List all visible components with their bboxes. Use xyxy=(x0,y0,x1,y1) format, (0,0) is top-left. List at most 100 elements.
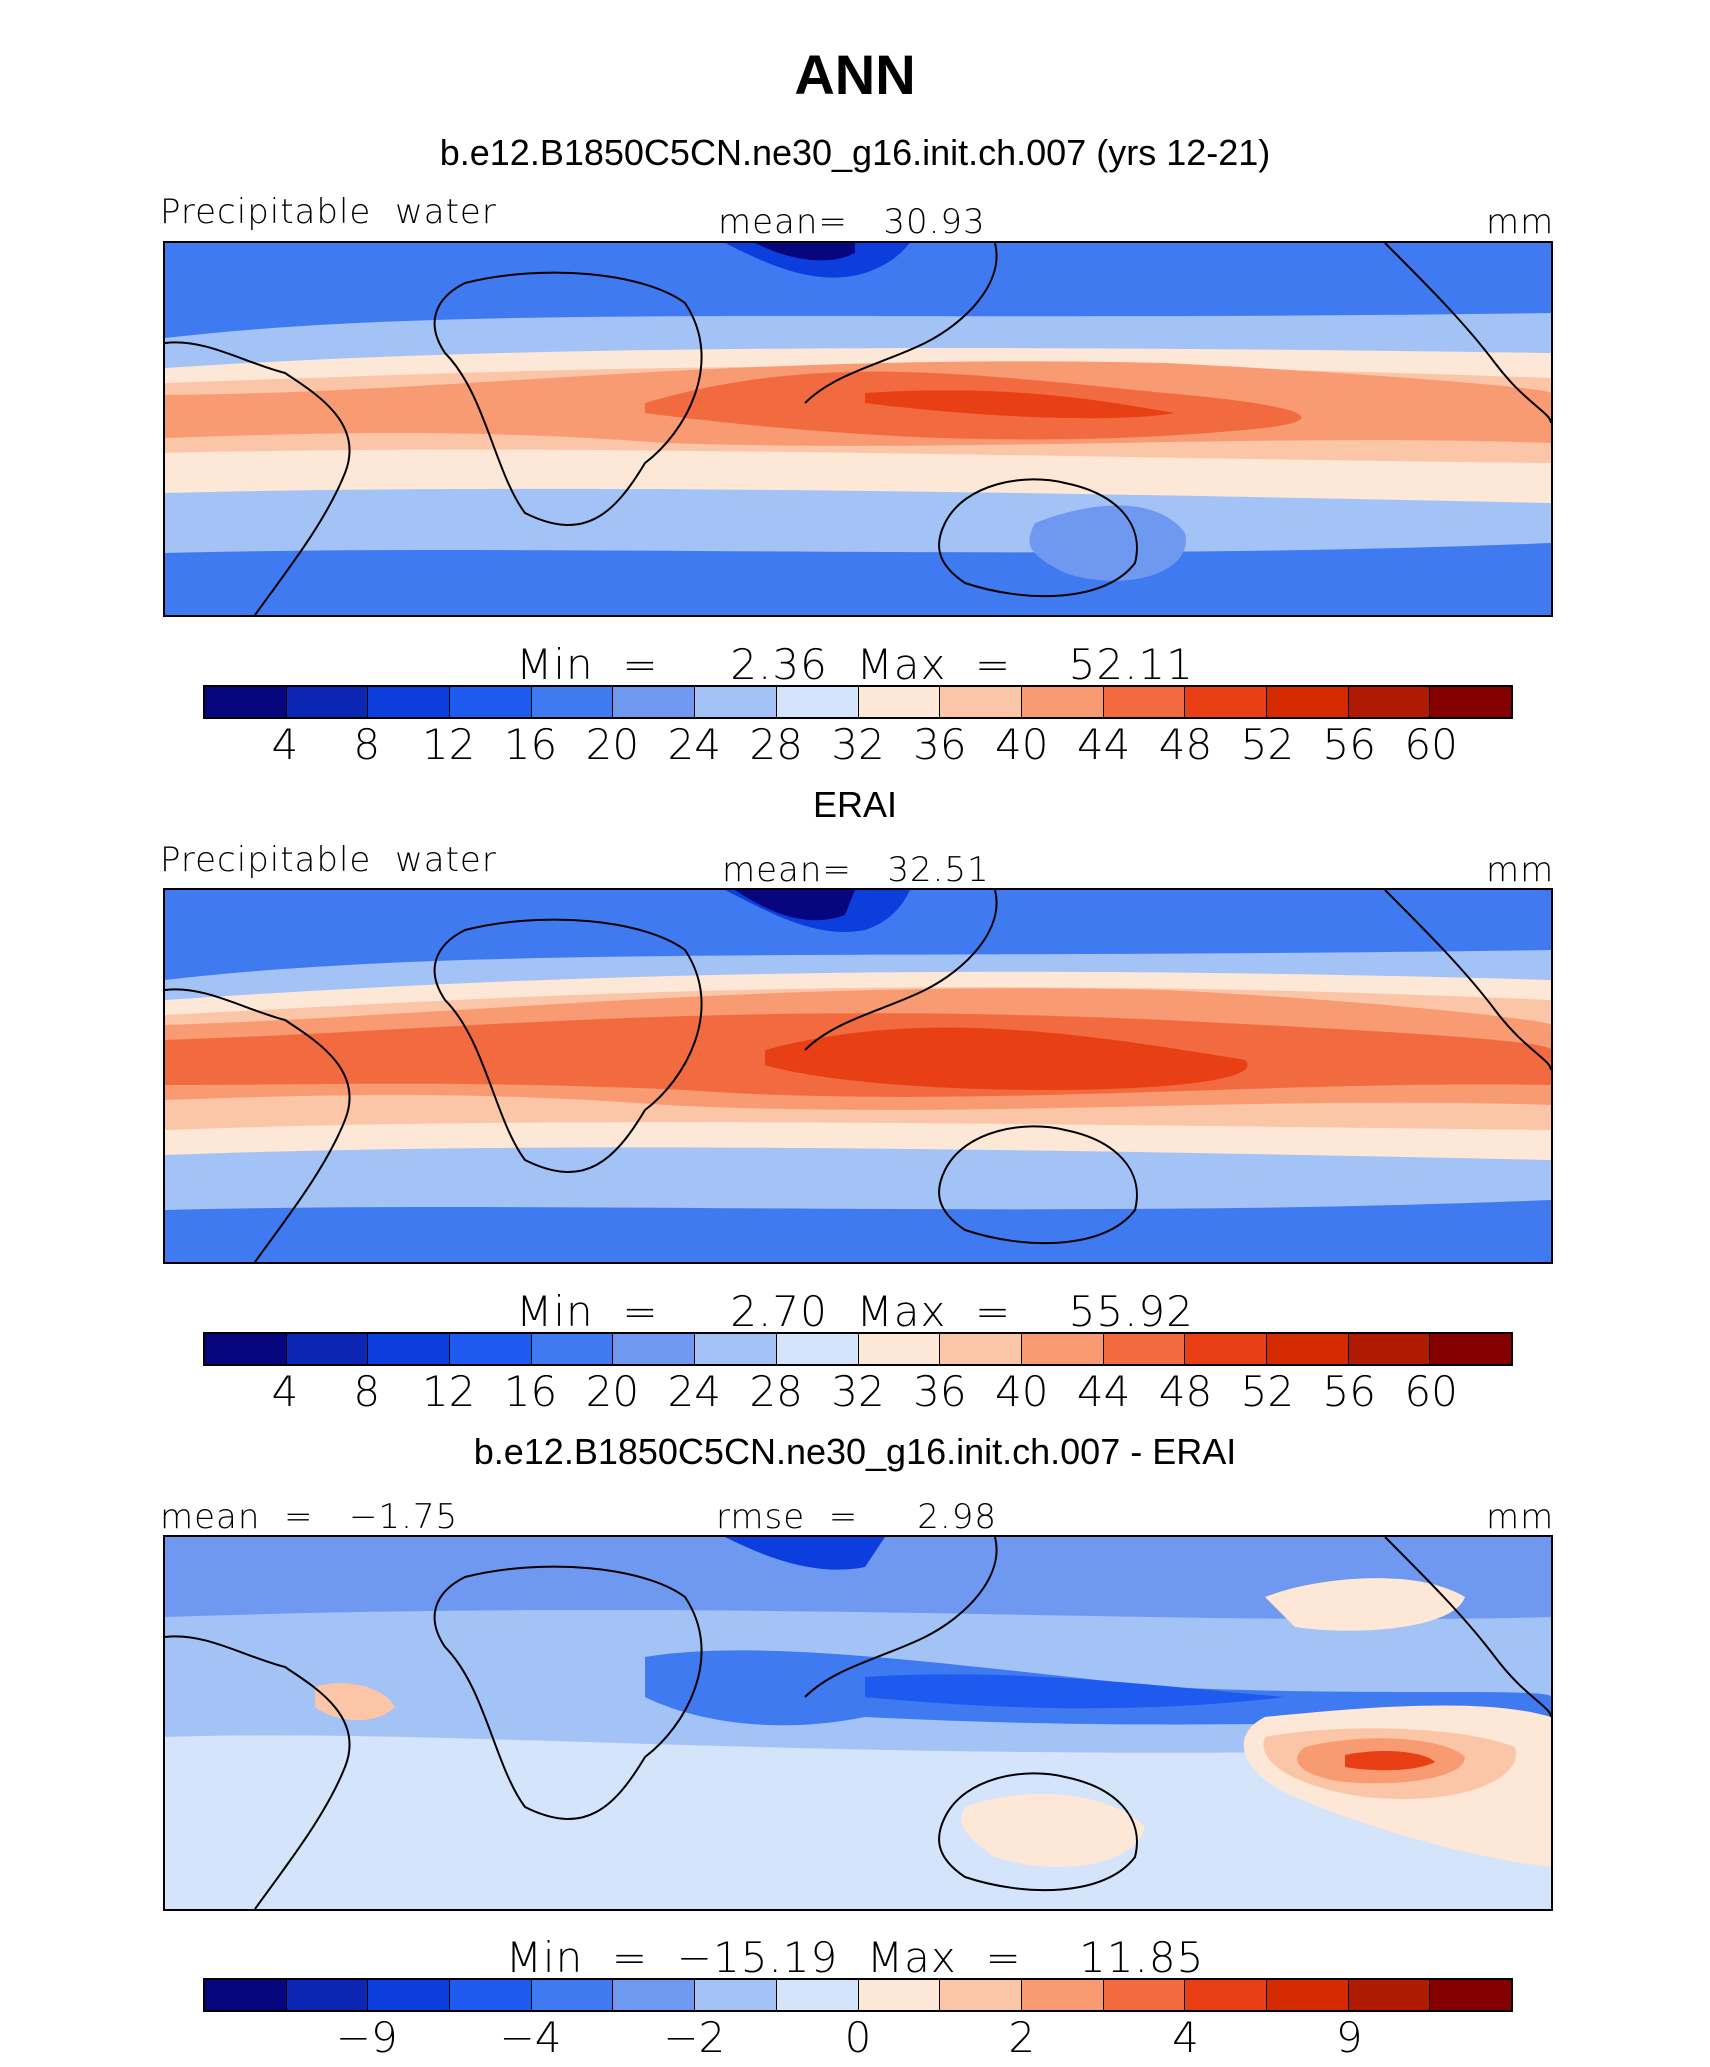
colorbar-swatch xyxy=(776,1334,859,1364)
panel-1-title: b.e12.B1850C5CN.ne30_g16.init.ch.007 (yr… xyxy=(439,132,1271,173)
panel-3-map xyxy=(163,1535,1553,1911)
colorbar-swatch xyxy=(1266,1980,1349,2010)
colorbar-tick-label: 40 xyxy=(995,1367,1049,1416)
panel-1-minmax: Min = 2.36 Max = 52.11 xyxy=(516,640,1194,689)
colorbar-swatch xyxy=(450,687,532,717)
panel-1-variable-label: Precipitable water xyxy=(160,192,497,232)
colorbar-tick-label: −2 xyxy=(663,2013,726,2062)
colorbar-swatch xyxy=(1266,687,1349,717)
colorbar-tick-label: 44 xyxy=(1076,720,1131,769)
colorbar-swatch xyxy=(940,687,1022,717)
colorbar-tick-label: 9 xyxy=(1335,2013,1363,2062)
colorbar-swatch xyxy=(1021,687,1104,717)
colorbar-swatch xyxy=(613,687,696,717)
colorbar-tick-label: 52 xyxy=(1240,1367,1295,1416)
colorbar-swatch xyxy=(613,1334,696,1364)
colorbar-swatch xyxy=(858,1334,941,1364)
colorbar-tick-label: 0 xyxy=(844,2013,872,2062)
colorbar-swatch xyxy=(1348,1980,1431,2010)
colorbar-tick-label: 12 xyxy=(421,1367,476,1416)
colorbar-swatch xyxy=(368,1334,451,1364)
panel-3-units-label: mm xyxy=(1486,1497,1555,1537)
colorbar-tick-label: 12 xyxy=(421,720,476,769)
colorbar-tick-label: 4 xyxy=(271,1367,299,1416)
panel-3-colorbar-ticks: −9 −4 −2 0 2 4 9 xyxy=(203,2013,1513,2063)
colorbar-swatch xyxy=(1021,1980,1104,2010)
colorbar-tick-label: 16 xyxy=(503,1367,558,1416)
colorbar-tick-label: 60 xyxy=(1404,720,1458,769)
colorbar-swatch xyxy=(1348,687,1431,717)
colorbar-swatch xyxy=(1021,1334,1104,1364)
panel-1-map xyxy=(163,241,1553,617)
panel-2-units-label: mm xyxy=(1486,850,1555,890)
panel-2-title: ERAI xyxy=(812,784,898,825)
colorbar-tick-label: 4 xyxy=(1172,2013,1199,2062)
colorbar-swatch xyxy=(776,687,859,717)
colorbar-swatch xyxy=(1185,687,1267,717)
colorbar-swatch xyxy=(1185,1980,1267,2010)
colorbar-tick-label: 8 xyxy=(353,1367,381,1416)
colorbar-swatch xyxy=(450,1334,532,1364)
panel-2-mean-label: mean= 32.51 xyxy=(722,850,990,890)
colorbar-swatch xyxy=(1430,687,1511,717)
panel-2-variable-label: Precipitable water xyxy=(160,840,497,880)
colorbar-tick-label: 16 xyxy=(503,720,558,769)
colorbar-tick-label: 48 xyxy=(1158,720,1213,769)
colorbar-swatch xyxy=(368,1980,451,2010)
panel-1-mean-label: mean= 30.93 xyxy=(718,202,986,242)
colorbar-tick-label: 32 xyxy=(831,1367,885,1416)
colorbar-swatch xyxy=(286,1334,369,1364)
colorbar-tick-label: 36 xyxy=(913,720,967,769)
colorbar-tick-label: 2 xyxy=(1008,2013,1036,2062)
panel-1-colorbar-ticks: 4 8 12 16 20 24 28 32 36 40 44 48 52 56 60 xyxy=(203,720,1513,770)
colorbar-swatch xyxy=(368,687,451,717)
colorbar-tick-label: 48 xyxy=(1158,1367,1213,1416)
colorbar-tick-label: 28 xyxy=(749,1367,803,1416)
panel-3-mean-label: mean = −1.75 xyxy=(160,1497,459,1537)
colorbar-swatch xyxy=(205,687,287,717)
colorbar-swatch xyxy=(858,1980,941,2010)
colorbar-swatch xyxy=(1103,1980,1186,2010)
colorbar-swatch xyxy=(695,1980,777,2010)
panel-2-map xyxy=(163,888,1553,1264)
colorbar-swatch xyxy=(286,687,369,717)
panel-3-colorbar xyxy=(203,1978,1513,2012)
colorbar-swatch xyxy=(286,1980,369,2010)
colorbar-tick-label: 32 xyxy=(831,720,885,769)
colorbar-swatch xyxy=(858,687,941,717)
colorbar-swatch xyxy=(1430,1980,1511,2010)
colorbar-swatch xyxy=(205,1980,287,2010)
colorbar-swatch xyxy=(776,1980,859,2010)
panel-3-minmax: Min = −15.19 Max = 11.85 xyxy=(505,1933,1205,1982)
colorbar-tick-label: 8 xyxy=(353,720,381,769)
colorbar-tick-label: 36 xyxy=(913,1367,967,1416)
colorbar-tick-label: 4 xyxy=(271,720,299,769)
colorbar-swatch xyxy=(531,1980,614,2010)
panel-2-minmax: Min = 2.70 Max = 55.92 xyxy=(516,1287,1194,1336)
colorbar-tick-label: 44 xyxy=(1076,1367,1131,1416)
colorbar-tick-label: −4 xyxy=(499,2013,562,2062)
colorbar-tick-label: 60 xyxy=(1404,1367,1458,1416)
colorbar-swatch xyxy=(205,1334,287,1364)
colorbar-tick-label: 20 xyxy=(585,1367,640,1416)
colorbar-swatch xyxy=(1430,1334,1511,1364)
colorbar-tick-label: 40 xyxy=(995,720,1049,769)
colorbar-tick-label: 56 xyxy=(1322,1367,1376,1416)
colorbar-swatch xyxy=(1185,1334,1267,1364)
figure-title: ANN xyxy=(794,43,916,106)
colorbar-swatch xyxy=(613,1980,696,2010)
colorbar-swatch xyxy=(695,687,777,717)
colorbar-swatch xyxy=(940,1334,1022,1364)
colorbar-swatch xyxy=(531,687,614,717)
colorbar-swatch xyxy=(531,1334,614,1364)
colorbar-tick-label: 28 xyxy=(749,720,803,769)
colorbar-swatch xyxy=(695,1334,777,1364)
panel-3-title: b.e12.B1850C5CN.ne30_g16.init.ch.007 - E… xyxy=(473,1431,1237,1472)
colorbar-swatch xyxy=(1348,1334,1431,1364)
colorbar-tick-label: 24 xyxy=(667,1367,721,1416)
panel-1-colorbar xyxy=(203,685,1513,719)
colorbar-swatch xyxy=(450,1980,532,2010)
colorbar-swatch xyxy=(940,1980,1022,2010)
colorbar-tick-label: 56 xyxy=(1322,720,1376,769)
panel-3-rmse-label: rmse = 2.98 xyxy=(716,1497,997,1537)
